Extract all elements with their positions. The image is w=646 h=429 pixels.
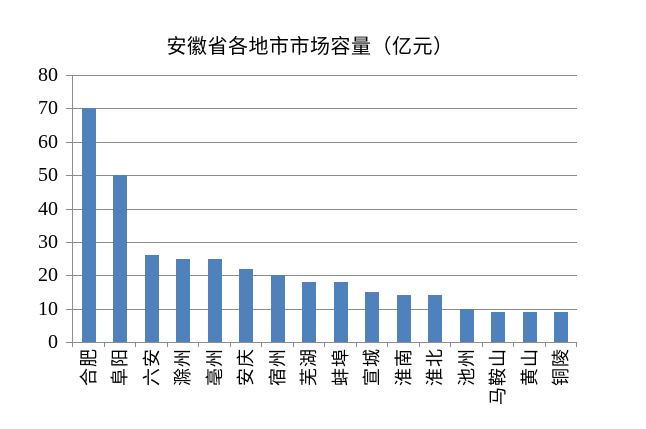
y-axis-tick-mark: [66, 242, 72, 243]
x-axis-tick-mark: [293, 342, 294, 347]
chart-title: 安徽省各地市市场容量（亿元）: [166, 36, 454, 58]
x-axis-labels: 合肥 阜阳 六安 滁州 亳州 安庆 宿州 芜湖 蚌埠 宣城 淮南 淮北 池州 马鞍山 黄山 铜陵: [73, 348, 577, 428]
x-axis-tick-mark: [324, 342, 325, 347]
x-axis-category-label: 马鞍山: [488, 348, 508, 405]
gridline: [73, 175, 577, 176]
x-axis-category-label: 安庆: [236, 348, 256, 386]
bar: [334, 281, 348, 342]
y-axis-tick-mark: [66, 142, 72, 143]
gridline: [73, 242, 577, 243]
bar: [145, 255, 159, 342]
x-axis-tick-mark: [72, 342, 73, 347]
gridline: [73, 209, 577, 210]
x-axis-category-label: 淮北: [425, 348, 445, 386]
x-axis-category-label: 亳州: [205, 348, 225, 386]
gridline: [73, 108, 577, 109]
bar: [113, 175, 127, 342]
bar: [176, 258, 190, 342]
x-axis-tick-mark: [104, 342, 105, 347]
x-axis-category-label: 池州: [457, 348, 477, 386]
x-axis-tick-mark: [513, 342, 514, 347]
x-axis-tick-mark: [167, 342, 168, 347]
y-axis-labels: 0 10 20 30 40 50 60 70 80: [0, 64, 58, 353]
x-axis-tick-mark: [356, 342, 357, 347]
x-axis-tick-mark: [545, 342, 546, 347]
bar: [397, 295, 411, 342]
bar: [460, 308, 474, 342]
bar: [365, 291, 379, 342]
bar: [208, 258, 222, 342]
x-axis-tick-mark: [419, 342, 420, 347]
bar: [523, 312, 537, 342]
x-axis-category-label: 合肥: [79, 348, 99, 386]
y-axis-tick-mark: [66, 175, 72, 176]
y-axis-tick-label: 40: [38, 198, 58, 220]
y-axis-ticks: [66, 75, 72, 343]
y-axis-tick-mark: [66, 75, 72, 76]
bar: [554, 312, 568, 342]
x-axis-category-label: 六安: [142, 348, 162, 386]
y-axis-tick-label: 80: [38, 64, 58, 86]
x-axis-category-label: 滁州: [173, 348, 193, 386]
x-axis-category-label: 宣城: [362, 348, 382, 386]
x-axis-category-label: 淮南: [394, 348, 414, 386]
x-axis-category-label: 芜湖: [299, 348, 319, 386]
y-axis-tick-mark: [66, 309, 72, 310]
x-axis-tick-mark: [450, 342, 451, 347]
x-axis-tick-mark: [387, 342, 388, 347]
x-axis-tick-mark: [135, 342, 136, 347]
gridline: [73, 275, 577, 276]
gridline: [73, 142, 577, 143]
y-axis-tick-mark: [66, 342, 72, 343]
y-axis-tick-label: 20: [38, 264, 58, 286]
x-axis-category-label: 蚌埠: [331, 348, 351, 386]
x-axis-tick-mark: [482, 342, 483, 347]
y-axis-tick-mark: [66, 275, 72, 276]
x-axis-ticks: [72, 342, 578, 347]
x-axis-category-label: 阜阳: [110, 348, 130, 386]
y-axis-tick-label: 60: [38, 131, 58, 153]
x-axis-category-label: 黄山: [520, 348, 540, 386]
y-axis-line: [72, 75, 73, 343]
y-axis-tick-label: 50: [38, 164, 58, 186]
bar: [428, 295, 442, 342]
bar: [271, 275, 285, 342]
bar: [302, 281, 316, 342]
y-axis-tick-mark: [66, 108, 72, 109]
x-axis-tick-mark: [576, 342, 577, 347]
y-axis-tick-label: 30: [38, 231, 58, 253]
bar: [82, 108, 96, 342]
y-axis-tick-label: 0: [48, 331, 58, 353]
y-axis-tick-label: 10: [38, 298, 58, 320]
plot-area: [73, 75, 577, 342]
x-axis-category-label: 宿州: [268, 348, 288, 386]
gridline: [73, 75, 577, 76]
x-axis-tick-mark: [230, 342, 231, 347]
bar: [239, 268, 253, 342]
x-axis-tick-mark: [198, 342, 199, 347]
x-axis-category-label: 铜陵: [551, 348, 571, 386]
bar: [491, 312, 505, 342]
x-axis-tick-mark: [261, 342, 262, 347]
gridline: [73, 309, 577, 310]
y-axis-tick-label: 70: [38, 97, 58, 119]
y-axis-tick-mark: [66, 209, 72, 210]
